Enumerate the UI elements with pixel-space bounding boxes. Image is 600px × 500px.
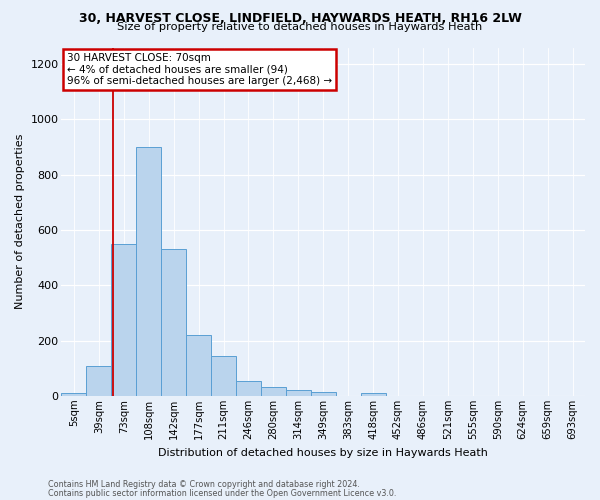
- Text: Contains HM Land Registry data © Crown copyright and database right 2024.: Contains HM Land Registry data © Crown c…: [48, 480, 360, 489]
- X-axis label: Distribution of detached houses by size in Haywards Heath: Distribution of detached houses by size …: [158, 448, 488, 458]
- Bar: [286, 390, 311, 396]
- Bar: [61, 393, 86, 396]
- Text: 30 HARVEST CLOSE: 70sqm
← 4% of detached houses are smaller (94)
96% of semi-det: 30 HARVEST CLOSE: 70sqm ← 4% of detached…: [67, 52, 332, 86]
- Bar: [361, 393, 386, 396]
- Bar: [112, 244, 136, 396]
- Bar: [136, 147, 161, 396]
- Bar: [186, 335, 211, 396]
- Bar: [261, 387, 286, 396]
- Y-axis label: Number of detached properties: Number of detached properties: [15, 134, 25, 310]
- Text: Contains public sector information licensed under the Open Government Licence v3: Contains public sector information licen…: [48, 488, 397, 498]
- Bar: [86, 366, 112, 396]
- Bar: [211, 356, 236, 396]
- Text: Size of property relative to detached houses in Haywards Heath: Size of property relative to detached ho…: [118, 22, 482, 32]
- Bar: [236, 381, 261, 396]
- Bar: [311, 392, 335, 396]
- Bar: [161, 250, 186, 396]
- Text: 30, HARVEST CLOSE, LINDFIELD, HAYWARDS HEATH, RH16 2LW: 30, HARVEST CLOSE, LINDFIELD, HAYWARDS H…: [79, 12, 521, 26]
